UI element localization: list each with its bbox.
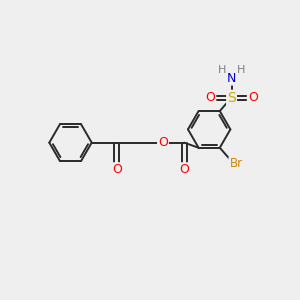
Text: H: H [237, 65, 245, 75]
Text: N: N [227, 72, 236, 85]
Text: H: H [218, 65, 226, 75]
Text: O: O [158, 136, 168, 149]
Text: O: O [179, 163, 189, 176]
Text: O: O [248, 91, 258, 104]
Text: S: S [227, 91, 236, 105]
Text: O: O [112, 163, 122, 176]
Text: Br: Br [230, 158, 242, 170]
Text: O: O [206, 91, 215, 104]
